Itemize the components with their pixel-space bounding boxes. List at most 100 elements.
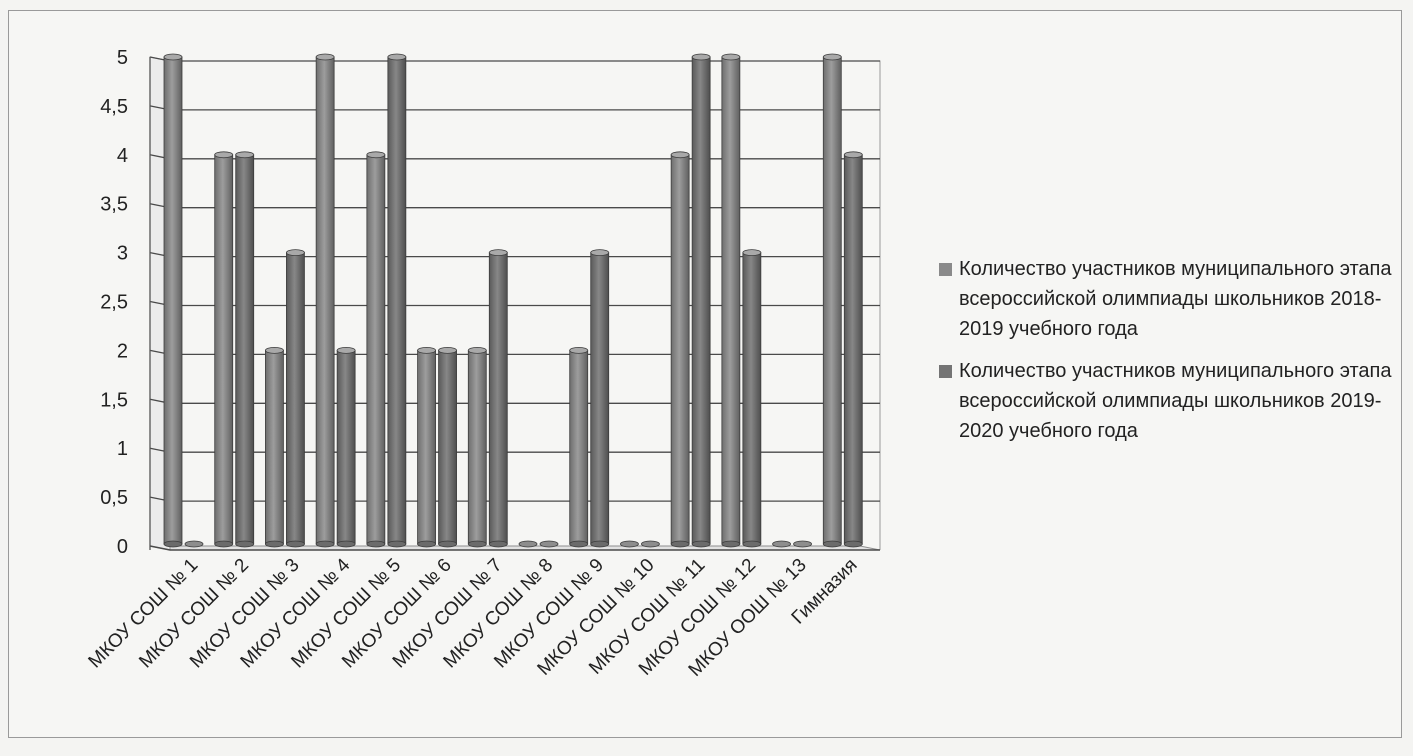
bar-base-2 bbox=[336, 540, 356, 548]
legend-label-series-2: Количество участников муниципального эта… bbox=[959, 360, 1392, 442]
bar-zero-2 bbox=[793, 540, 812, 548]
bar-base-2 bbox=[387, 540, 407, 548]
y-tick-label: 0 bbox=[117, 536, 128, 558]
bar-zero-1 bbox=[620, 540, 639, 548]
legend-swatch-series-1 bbox=[939, 263, 952, 276]
bar-2 bbox=[336, 349, 356, 545]
bar-top-2 bbox=[438, 346, 457, 354]
bar-2 bbox=[843, 154, 863, 545]
gridline bbox=[149, 545, 880, 551]
bar-top-2 bbox=[286, 249, 305, 257]
bar-base-1 bbox=[417, 540, 436, 548]
bar-zero-2 bbox=[641, 540, 660, 548]
bar-1 bbox=[366, 154, 386, 545]
bar-top-1 bbox=[670, 151, 690, 159]
y-tick-label: 3 bbox=[117, 243, 128, 265]
gridline bbox=[149, 349, 880, 356]
bar-2 bbox=[387, 56, 407, 545]
bar-base-2 bbox=[235, 540, 255, 548]
gridline bbox=[149, 300, 880, 307]
legend-swatch-series-2 bbox=[939, 365, 952, 378]
bar-zero-1 bbox=[772, 540, 791, 548]
gridline bbox=[149, 398, 880, 404]
bar-2 bbox=[438, 349, 457, 545]
y-tick-label: 5 bbox=[117, 47, 128, 69]
bar-base-1 bbox=[670, 540, 690, 548]
bar-top-2 bbox=[235, 151, 255, 159]
bar-2 bbox=[590, 252, 610, 545]
bar-base-2 bbox=[691, 540, 711, 548]
bar-base-1 bbox=[315, 540, 335, 548]
gridline bbox=[149, 154, 880, 160]
bar-top-2 bbox=[336, 346, 356, 354]
y-axis-tick-labels: 0 0,5 1 1,5 2 2,5 3 3,5 4 4,5 5 bbox=[100, 47, 128, 558]
bar-zero-2 bbox=[539, 540, 559, 548]
gridline bbox=[149, 251, 880, 258]
legend-label-series-1: Количество участников муниципального эта… bbox=[959, 258, 1392, 340]
bar-base-2 bbox=[742, 540, 762, 548]
y-tick-label: 0,5 bbox=[100, 487, 128, 509]
bar-1 bbox=[265, 349, 284, 545]
gridline bbox=[149, 56, 880, 62]
y-tick-label: 4 bbox=[117, 145, 128, 167]
bar-base-1 bbox=[721, 540, 741, 548]
bar-1 bbox=[822, 56, 842, 545]
bar-base-1 bbox=[467, 540, 487, 548]
gridline bbox=[149, 496, 880, 502]
bar-base-1 bbox=[822, 540, 842, 548]
legend-item-series-2: Количество участников муниципального эта… bbox=[937, 356, 1407, 446]
bar-base-1 bbox=[214, 540, 234, 548]
y-tick-label: 2,5 bbox=[100, 292, 128, 314]
gridline bbox=[149, 105, 880, 111]
bar-zero-2 bbox=[184, 540, 204, 548]
bar-base-2 bbox=[843, 540, 863, 548]
bar-top-2 bbox=[843, 151, 863, 159]
y-tick-label: 1 bbox=[117, 438, 128, 460]
y-tick-label: 2 bbox=[117, 340, 128, 362]
bar-top-1 bbox=[721, 53, 741, 61]
bar-base-2 bbox=[590, 540, 610, 548]
bar-top-2 bbox=[590, 249, 610, 257]
bar-base-1 bbox=[569, 540, 589, 548]
bar-top-1 bbox=[467, 346, 487, 354]
bar-2 bbox=[286, 252, 305, 545]
y-tick-label: 3,5 bbox=[100, 194, 128, 216]
bar-top-1 bbox=[366, 151, 386, 159]
bar-top-1 bbox=[163, 53, 183, 61]
bar-top-1 bbox=[417, 346, 436, 354]
legend: Количество участников муниципального эта… bbox=[937, 254, 1407, 458]
gridline bbox=[149, 203, 880, 209]
bar-1 bbox=[163, 56, 183, 545]
bar-1 bbox=[721, 56, 741, 545]
bars bbox=[163, 53, 863, 548]
bar-base-2 bbox=[488, 540, 508, 548]
y-tick-label: 1,5 bbox=[100, 389, 128, 411]
bar-2 bbox=[742, 252, 762, 545]
bar-2 bbox=[691, 56, 711, 545]
bar-1 bbox=[569, 349, 589, 545]
bar-base-1 bbox=[265, 540, 284, 548]
bar-top-1 bbox=[315, 53, 335, 61]
bar-top-2 bbox=[742, 249, 762, 257]
gridline bbox=[149, 447, 880, 453]
bar-base-1 bbox=[366, 540, 386, 548]
bar-top-1 bbox=[214, 151, 234, 159]
bar-1 bbox=[315, 56, 335, 545]
gridlines bbox=[149, 56, 880, 551]
bar-base-2 bbox=[438, 540, 457, 548]
bar-top-2 bbox=[488, 249, 508, 257]
bar-1 bbox=[467, 349, 487, 545]
bar-1 bbox=[670, 154, 690, 545]
bar-zero-1 bbox=[518, 540, 538, 548]
y-tick-label: 4,5 bbox=[100, 96, 128, 118]
bar-base-1 bbox=[163, 540, 183, 548]
bar-base-2 bbox=[286, 540, 305, 548]
bar-1 bbox=[214, 154, 234, 545]
bar-top-2 bbox=[691, 53, 711, 61]
legend-item-series-1: Количество участников муниципального эта… bbox=[937, 254, 1407, 344]
bar-2 bbox=[488, 252, 508, 545]
plot-area bbox=[149, 56, 881, 551]
bar-top-2 bbox=[387, 53, 407, 61]
